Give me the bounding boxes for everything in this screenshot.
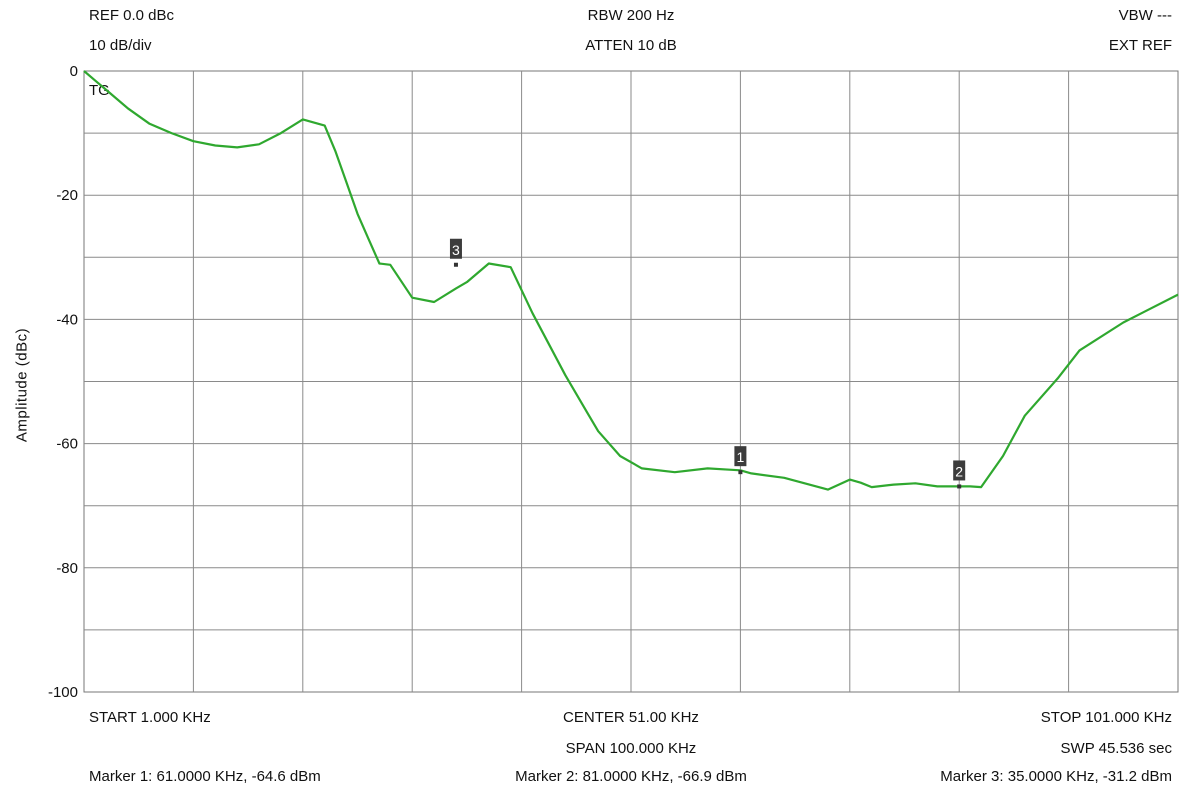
marker-1-readout: Marker 1: 61.0000 KHz, -64.6 dBm [89,768,321,785]
ref-level-label: REF 0.0 dBc [89,7,175,24]
y-tick-label: -20 [56,187,78,204]
y-tick-label: 0 [70,63,78,80]
marker-3-readout: Marker 3: 35.0000 KHz, -31.2 dBm [940,768,1172,785]
atten-label: ATTEN 10 dB [585,37,677,54]
marker-3-point [453,262,458,267]
span-label: SPAN 100.000 KHz [565,740,697,757]
y-tick-label: -40 [56,311,78,328]
center-frequency-label: CENTER 51.00 KHz [563,709,699,726]
trace-line [83,70,1179,491]
marker-1-point [738,470,743,475]
vbw-label: VBW --- [1118,7,1172,24]
ext-ref-label: EXT REF [1108,37,1172,54]
scale-label: 10 dB/div [89,37,152,54]
marker-2-flag [953,460,966,481]
marker-1-flag [734,446,747,467]
stop-frequency-label: STOP 101.000 KHz [1040,709,1172,726]
y-tick-label: -80 [56,560,78,577]
marker-3-label: 3 [452,242,460,258]
marker-2-label: 2 [955,463,963,479]
y-tick-label: -60 [56,436,78,453]
start-frequency-label: START 1.000 KHz [89,709,211,726]
marker-1-label: 1 [737,449,745,465]
marker-3-flag [449,238,462,259]
y-tick-label: -100 [48,684,78,701]
sweep-time-label: SWP 45.536 sec [1060,740,1172,757]
marker-2-point [957,484,962,489]
trace-label: TG [89,82,110,99]
marker-2-readout: Marker 2: 81.0000 KHz, -66.9 dBm [515,768,747,785]
rbw-label: RBW 200 Hz [587,7,675,24]
